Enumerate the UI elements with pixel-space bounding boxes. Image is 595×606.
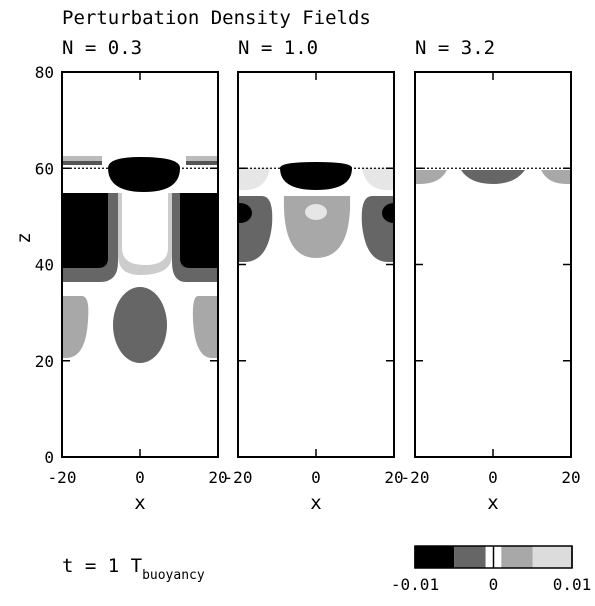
colorbar-tick-label: 0 — [489, 575, 499, 594]
y-tick-label: 20 — [35, 352, 54, 371]
x-tick-label: -20 — [48, 468, 77, 487]
x-tick-label: -20 — [401, 468, 430, 487]
colorbar-segment — [501, 546, 533, 568]
colorbar-tick-label: -0.01 — [391, 575, 439, 594]
annotation-text: t = 1 T — [62, 555, 142, 577]
y-tick-label: 40 — [35, 256, 54, 275]
x-tick-label: 20 — [561, 468, 580, 487]
x-tick-label: 20 — [208, 468, 227, 487]
annotation-subscript: buoyancy — [142, 568, 205, 583]
panel-title: N = 0.3 — [62, 37, 142, 59]
x-tick-label: -20 — [224, 468, 253, 487]
colorbar-segment — [454, 546, 486, 568]
figure-title: Perturbation Density Fields — [62, 7, 371, 29]
x-tick-label: 0 — [311, 468, 321, 487]
y-tick-label: 80 — [35, 63, 54, 82]
panel-title: N = 1.0 — [238, 37, 318, 59]
panel-title: N = 3.2 — [415, 37, 495, 59]
colorbar-segment — [532, 546, 572, 568]
x-tick-label: 0 — [135, 468, 145, 487]
annotation: t = 1 Tbuoyancy — [62, 555, 205, 583]
x-tick-label: 20 — [384, 468, 403, 487]
x-axis-label: x — [487, 492, 498, 514]
y-tick-label: 0 — [44, 448, 54, 467]
x-axis-label: x — [310, 492, 321, 514]
plot-frame — [237, 71, 395, 458]
contour-fill — [238, 162, 394, 262]
colorbar-tick-label: 0.01 — [553, 575, 592, 594]
y-tick-label: 60 — [35, 159, 54, 178]
colorbar-segment — [415, 546, 455, 568]
x-axis-label: x — [134, 492, 145, 514]
plot-frame — [414, 71, 572, 458]
y-axis-label: z — [13, 232, 35, 243]
x-tick-label: 0 — [488, 468, 498, 487]
contour-fill — [415, 170, 571, 184]
contour-fill — [62, 156, 218, 363]
